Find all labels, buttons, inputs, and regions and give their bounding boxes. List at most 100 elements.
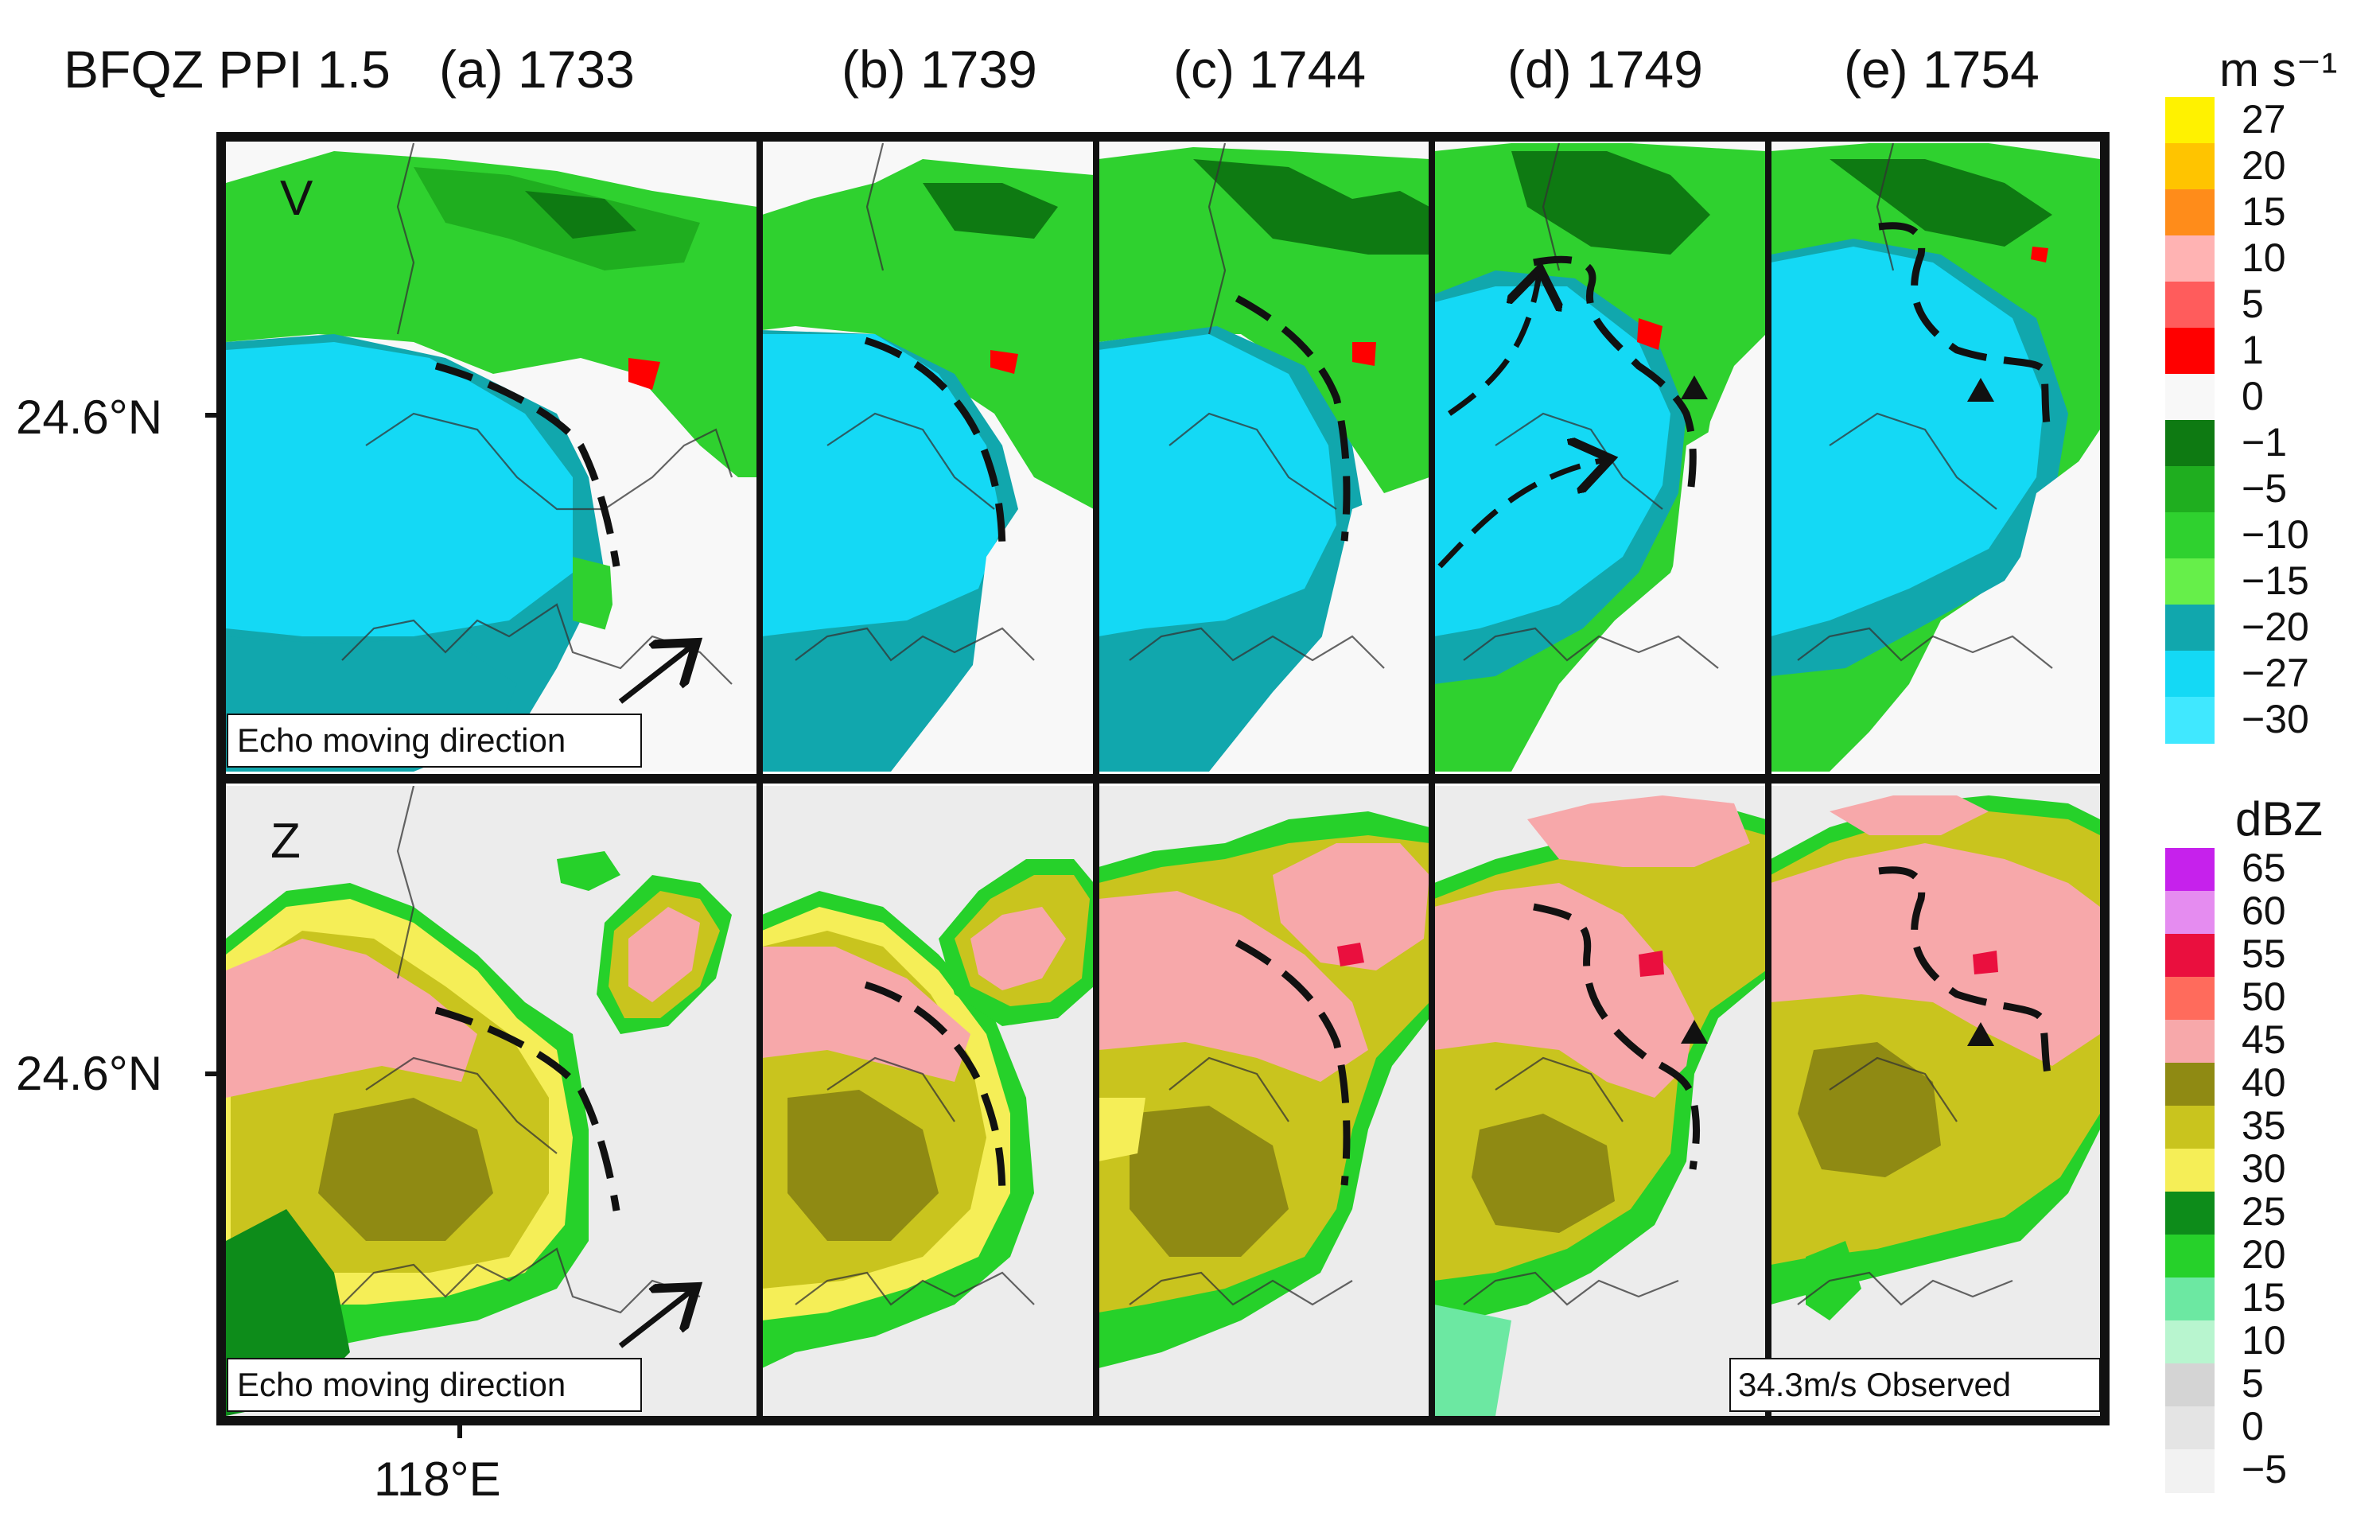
observed-label: 34.3m/s Observed [1729, 1358, 2101, 1412]
reflectivity-panel-e [1771, 786, 2100, 1416]
velocity-colorbar-tick-label: −5 [2242, 466, 2287, 511]
panel-d-title: (d) 1749 [1507, 40, 1703, 99]
reflectivity-colorbar-swatch-11 [2165, 1320, 2215, 1364]
reflectivity-colorbar-swatch-1 [2165, 891, 2215, 935]
reflectivity-colorbar-tick-label: 30 [2242, 1146, 2286, 1191]
reflectivity-colorbar-unit: dBZ [2235, 792, 2323, 846]
velocity-colorbar-tick-label: −10 [2242, 512, 2309, 557]
velocity-colorbar-swatch-7 [2165, 420, 2215, 467]
echo-direction-arrow-bottom [618, 1290, 692, 1348]
reflectivity-panel-b [762, 786, 1094, 1416]
reflectivity-colorbar-tick-label: 10 [2242, 1318, 2286, 1363]
station-marker-d-velocity [1681, 375, 1708, 399]
velocity-colorbar-tick-label: 10 [2242, 235, 2286, 280]
velocity-colorbar-tick-label: −15 [2242, 558, 2309, 603]
echo-direction-arrow-top [618, 646, 692, 704]
velocity-colorbar-tick-label: 0 [2242, 374, 2264, 418]
velocity-colorbar-swatch-8 [2165, 466, 2215, 513]
reflectivity-colorbar-tick-label: 20 [2242, 1232, 2286, 1277]
reflectivity-colorbar-tick-label: 25 [2242, 1189, 2286, 1234]
velocity-colorbar-swatch-6 [2165, 374, 2215, 421]
velocity-colorbar-swatch-9 [2165, 512, 2215, 559]
velocity-colorbar-tick-label: 1 [2242, 328, 2264, 372]
reflectivity-colorbar-swatch-13 [2165, 1406, 2215, 1450]
velocity-colorbar-swatch-10 [2165, 558, 2215, 605]
velocity-colorbar-tick-label: 20 [2242, 143, 2286, 188]
reflectivity-colorbar-swatch-2 [2165, 934, 2215, 978]
row-label-v: V [280, 171, 313, 226]
velocity-colorbar-swatch-3 [2165, 235, 2215, 282]
reflectivity-colorbar-tick-label: 35 [2242, 1103, 2286, 1148]
reflectivity-colorbar-tick-label: 55 [2242, 931, 2286, 976]
velocity-colorbar-tick-label: −30 [2242, 697, 2309, 741]
station-marker-e-reflectivity [1967, 1022, 1994, 1046]
reflectivity-colorbar-swatch-7 [2165, 1149, 2215, 1192]
reflectivity-colorbar-tick-label: 0 [2242, 1404, 2264, 1449]
reflectivity-colorbar-swatch-3 [2165, 977, 2215, 1021]
panel-b-title: (b) 1739 [842, 40, 1037, 99]
velocity-panel-b [762, 142, 1094, 772]
velocity-colorbar-swatch-4 [2165, 282, 2215, 329]
velocity-colorbar-swatch-12 [2165, 651, 2215, 698]
velocity-colorbar-unit: m s⁻¹ [2219, 43, 2337, 96]
reflectivity-colorbar-swatch-14 [2165, 1449, 2215, 1493]
coastlines [341, 142, 2053, 1314]
velocity-colorbar-swatch-11 [2165, 605, 2215, 651]
reflectivity-colorbar-swatch-5 [2165, 1063, 2215, 1106]
reflectivity-panel-a [226, 786, 757, 1416]
reflectivity-colorbar-swatch-0 [2165, 848, 2215, 892]
reflectivity-colorbar-swatch-6 [2165, 1106, 2215, 1149]
svg-text:Echo moving direction: Echo moving direction [237, 1366, 566, 1403]
velocity-colorbar-tick-label: −27 [2242, 651, 2309, 695]
velocity-panel-c [1099, 142, 1429, 772]
velocity-colorbar-tick-label: 15 [2242, 189, 2286, 234]
reflectivity-panel-c [1099, 786, 1429, 1416]
velocity-colorbar-tick-label: 5 [2242, 282, 2264, 326]
reflectivity-colorbar-tick-label: 15 [2242, 1275, 2286, 1320]
reflectivity-colorbar-swatch-9 [2165, 1235, 2215, 1278]
velocity-panel-a [226, 142, 757, 772]
reflectivity-colorbar-swatch-10 [2165, 1278, 2215, 1321]
station-marker-e-velocity [1967, 378, 1994, 402]
panel-e-title: (e) 1754 [1844, 40, 2040, 99]
velocity-colorbar-swatch-13 [2165, 697, 2215, 744]
reflectivity-colorbar-swatch-4 [2165, 1020, 2215, 1064]
velocity-panel-e [1771, 142, 2100, 772]
reflectivity-colorbar-tick-label: 65 [2242, 846, 2286, 890]
svg-text:Echo moving direction: Echo moving direction [237, 721, 566, 759]
lat-label-bottom: 24.6°N [16, 1047, 162, 1100]
reflectivity-colorbar-tick-label: 45 [2242, 1017, 2286, 1062]
velocity-panel-d [1434, 142, 1766, 772]
gust-front-lines [434, 222, 2052, 1211]
lon-label: 118°E [374, 1452, 501, 1506]
velocity-colorbar-tick-label: 27 [2242, 97, 2286, 142]
echo-label-top: Echo moving direction [227, 714, 642, 768]
reflectivity-colorbar-swatch-8 [2165, 1192, 2215, 1235]
panel-frames [216, 132, 2110, 1425]
echo-label-bottom: Echo moving direction [227, 1358, 642, 1412]
lat-label-top: 24.6°N [16, 391, 162, 444]
reflectivity-colorbar-tick-label: 40 [2242, 1060, 2286, 1105]
row-label-z: Z [270, 814, 301, 869]
reflectivity-colorbar-tick-label: 60 [2242, 889, 2286, 933]
velocity-colorbar-tick-label: −20 [2242, 605, 2309, 649]
reflectivity-colorbar-tick-label: 5 [2242, 1361, 2264, 1406]
velocity-colorbar-swatch-2 [2165, 189, 2215, 236]
svg-text:34.3m/s Observed: 34.3m/s Observed [1738, 1366, 2011, 1403]
radar-title: BFQZ PPI 1.5 [64, 40, 391, 99]
panel-a-title: (a) 1733 [439, 40, 635, 99]
panel-c-title: (c) 1744 [1173, 40, 1366, 99]
velocity-colorbar-swatch-5 [2165, 328, 2215, 375]
velocity-colorbar-swatch-1 [2165, 143, 2215, 190]
reflectivity-colorbar-tick-label: 50 [2242, 974, 2286, 1019]
velocity-colorbar-tick-label: −1 [2242, 420, 2287, 465]
reflectivity-colorbar-swatch-12 [2165, 1363, 2215, 1407]
flow-arrows [1437, 274, 1605, 569]
station-marker-d-reflectivity [1681, 1020, 1708, 1044]
reflectivity-colorbar-tick-label: −5 [2242, 1447, 2287, 1491]
reflectivity-panel-d [1434, 786, 1766, 1416]
velocity-colorbar-swatch-0 [2165, 97, 2215, 144]
